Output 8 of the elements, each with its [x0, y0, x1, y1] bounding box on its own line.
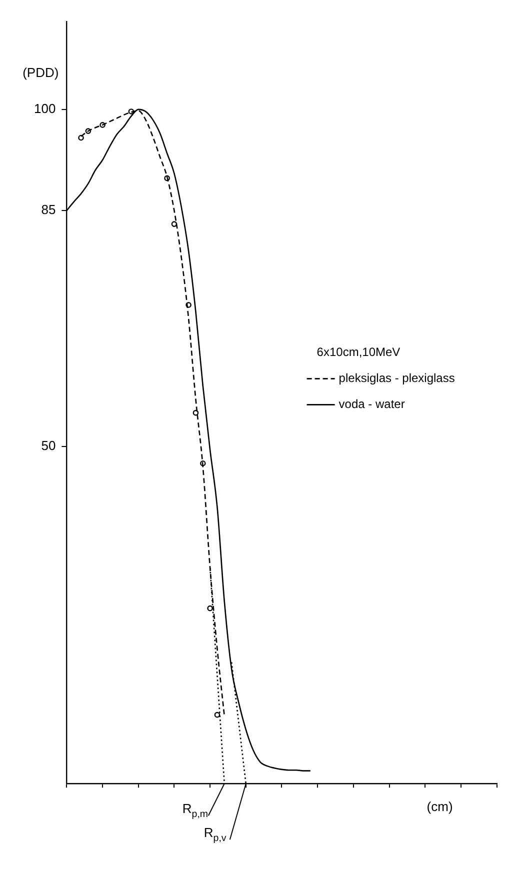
y-axis-title: (PDD) [22, 65, 59, 80]
y-tick-label: 50 [41, 438, 56, 454]
y-tick-label: 85 [41, 202, 56, 218]
y-tick-label: 100 [34, 101, 56, 116]
legend-label: voda - water [338, 397, 405, 412]
legend-label: pleksiglas - plexiglass [338, 371, 455, 386]
x-axis-title: (cm) [426, 799, 453, 814]
legend-title: 6x10cm,10MeV [316, 345, 400, 360]
